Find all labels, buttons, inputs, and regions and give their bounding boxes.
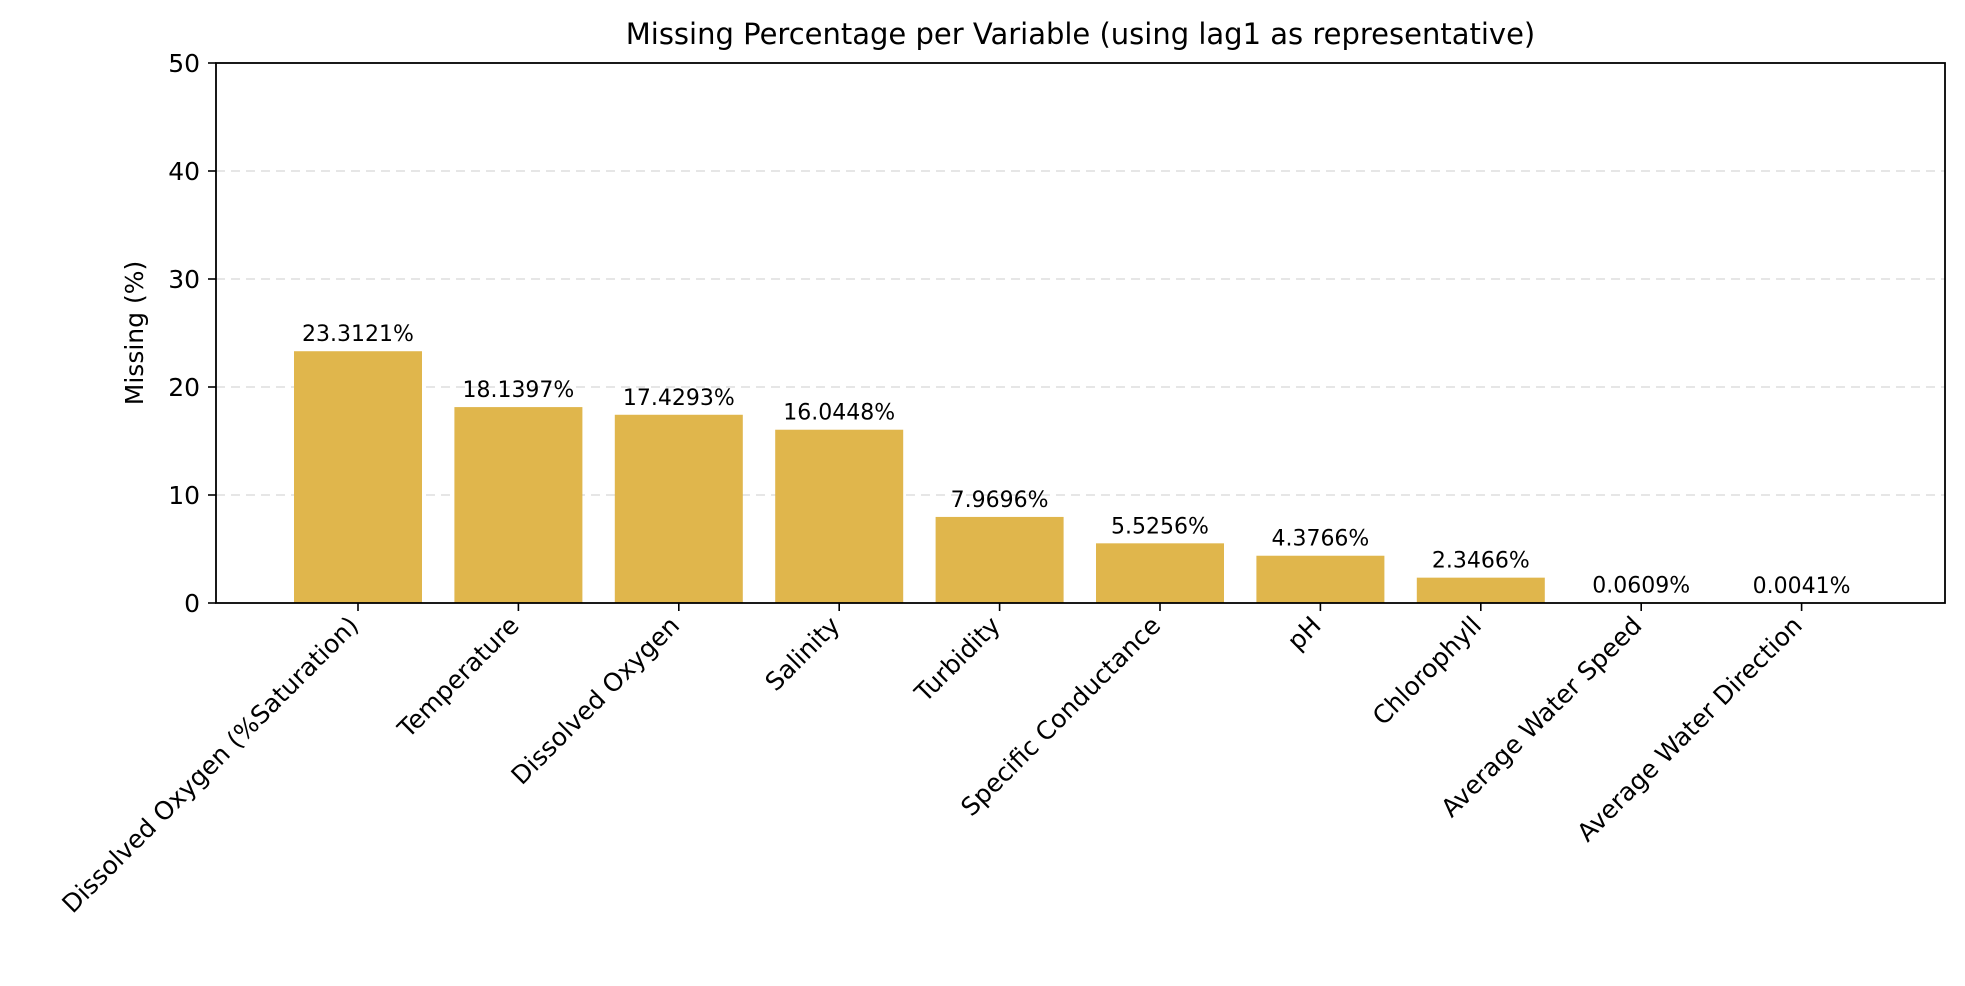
x-tick-label-3: Salinity xyxy=(760,611,846,697)
data-label-4: 7.9696% xyxy=(951,488,1049,513)
data-label-7: 2.3466% xyxy=(1432,549,1530,574)
data-label-0: 23.3121% xyxy=(302,322,414,347)
bar-2 xyxy=(615,415,743,603)
bar-4 xyxy=(936,517,1064,603)
x-tick-label-2: Dissolved Oxygen xyxy=(506,611,685,790)
bar-3 xyxy=(775,430,903,603)
y-tick-label-50: 50 xyxy=(168,49,200,78)
x-tick-label-1: Temperature xyxy=(391,611,524,744)
x-axis-ticks: Dissolved Oxygen (%Saturation)Temperatur… xyxy=(56,603,1807,919)
x-tick-label-4: Turbidity xyxy=(908,611,1006,709)
data-label-1: 18.1397% xyxy=(462,378,574,403)
x-tick-label-7: Chlorophyll xyxy=(1367,611,1487,731)
y-axis-ticks: 0 10 20 30 40 50 xyxy=(168,49,216,618)
bar-7 xyxy=(1417,578,1545,603)
data-label-6: 4.3766% xyxy=(1271,527,1369,552)
chart-title: Missing Percentage per Variable (using l… xyxy=(626,17,1536,51)
x-tick-label-0: Dissolved Oxygen (%Saturation) xyxy=(56,611,364,919)
y-axis-label: Missing (%) xyxy=(120,261,149,405)
bar-5 xyxy=(1096,543,1224,603)
data-label-3: 16.0448% xyxy=(783,401,895,426)
data-label-2: 17.4293% xyxy=(623,386,735,411)
data-label-9: 0.0041% xyxy=(1753,574,1851,599)
y-tick-label-20: 20 xyxy=(168,373,200,402)
bar-6 xyxy=(1256,556,1384,603)
y-tick-label-40: 40 xyxy=(168,157,200,186)
bar-0 xyxy=(294,351,422,603)
y-tick-label-0: 0 xyxy=(184,589,200,618)
x-tick-label-6: pH xyxy=(1282,611,1327,656)
y-tick-label-10: 10 xyxy=(168,481,200,510)
data-label-5: 5.5256% xyxy=(1111,514,1209,539)
y-tick-label-30: 30 xyxy=(168,265,200,294)
data-label-8: 0.0609% xyxy=(1592,573,1690,598)
bar-1 xyxy=(454,407,582,603)
